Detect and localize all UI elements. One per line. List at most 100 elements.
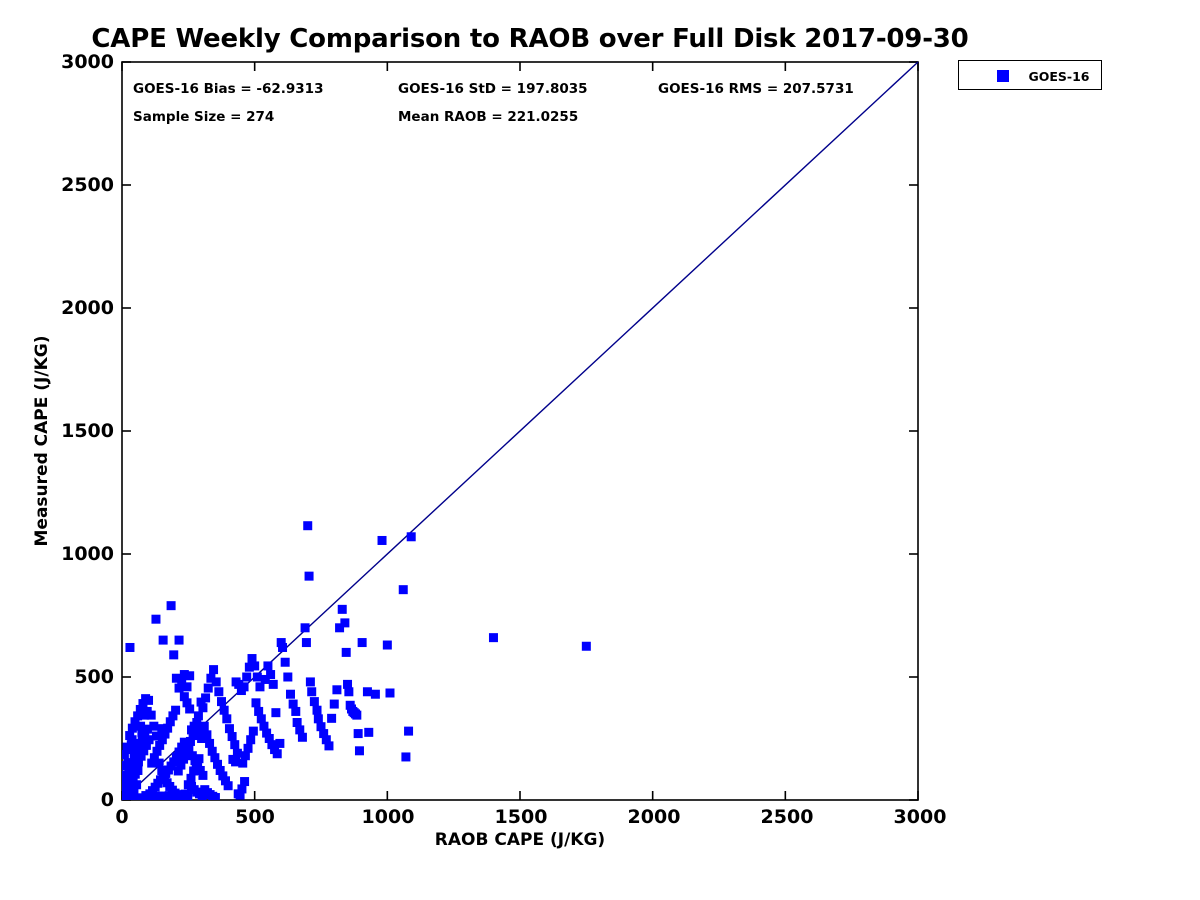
scatter-point: [210, 793, 220, 800]
scatter-point: [169, 757, 179, 767]
scatter-point: [316, 722, 326, 732]
legend-label-goes16: GOES-16: [1028, 69, 1090, 84]
scatter-point: [183, 780, 193, 790]
scatter-point: [278, 642, 288, 652]
scatter-point: [404, 726, 414, 736]
scatter-point: [337, 604, 347, 614]
scatter-point: [183, 791, 193, 800]
legend[interactable]: GOES-16: [958, 60, 1102, 90]
stat-sample-size: Sample Size = 274: [133, 109, 275, 125]
y-axis-label: Measured CAPE (J/KG): [32, 335, 52, 547]
scatter-point: [370, 689, 380, 699]
scatter-point: [268, 679, 278, 689]
scatter-point: [210, 753, 220, 763]
scatter-point: [201, 693, 211, 703]
scatter-point: [174, 747, 184, 757]
scatter-point: [193, 711, 203, 721]
scatter-point: [248, 726, 258, 736]
scatter-point: [139, 746, 149, 756]
scatter-point: [171, 673, 181, 683]
scatter-point: [357, 638, 367, 648]
scatter-point: [179, 670, 189, 680]
scatter-point: [136, 721, 146, 731]
scatter-point: [581, 641, 591, 651]
scatter-point: [144, 735, 154, 745]
scatter-point: [124, 764, 134, 774]
scatter-point: [291, 706, 301, 716]
scatter-point: [149, 753, 159, 763]
scatter-point: [319, 729, 329, 739]
scatter-point: [122, 761, 128, 771]
scatter-point: [207, 746, 217, 756]
scatter-point: [179, 692, 189, 702]
scatter-point: [133, 757, 143, 767]
scatter-point: [130, 717, 140, 727]
scatter-point: [406, 532, 416, 542]
scatter-point: [223, 781, 233, 791]
scatter-point: [197, 791, 207, 800]
scatter-point: [187, 751, 197, 761]
x-tick-3000: 3000: [893, 806, 947, 828]
scatter-point: [165, 717, 175, 727]
scatter-point: [213, 759, 223, 769]
scatter-point: [198, 703, 208, 713]
scatter-point: [266, 670, 276, 680]
scatter-point: [276, 638, 286, 648]
scatter-point: [230, 740, 240, 750]
scatter-point: [244, 662, 254, 672]
scatter-point: [344, 687, 354, 697]
x-tick-0: 0: [115, 806, 129, 828]
scatter-point: [335, 623, 345, 633]
scatter-point: [205, 738, 215, 748]
scatter-point: [171, 752, 181, 762]
scatter-point: [259, 721, 269, 731]
scatter-point: [202, 730, 212, 740]
scatter-point: [313, 714, 323, 724]
scatter-point: [136, 751, 146, 761]
scatter-point: [382, 640, 392, 650]
scatter-point: [122, 749, 129, 759]
scatter-point: [189, 766, 199, 776]
scatter-point: [177, 742, 187, 752]
scatter-point: [138, 699, 148, 709]
scatter-point: [217, 697, 226, 707]
scatter-point: [271, 708, 281, 718]
stat-std: GOES-16 StD = 197.8035: [398, 81, 588, 97]
scatter-point: [140, 729, 150, 739]
scatter-point: [127, 723, 137, 733]
scatter-point: [218, 771, 228, 781]
scatter-point: [125, 642, 135, 652]
scatter-point: [243, 743, 253, 753]
scatter-point: [176, 760, 186, 770]
scatter-point: [188, 731, 198, 741]
scatter-point: [151, 614, 161, 624]
scatter-point: [196, 697, 206, 707]
scatter-point: [301, 638, 311, 648]
scatter-point: [275, 738, 285, 748]
scatter-point: [122, 770, 131, 780]
scatter-point: [252, 672, 262, 682]
scatter-point: [173, 766, 183, 776]
scatter-point: [214, 687, 224, 697]
scatter-point: [305, 677, 315, 687]
scatter-point: [122, 776, 129, 786]
scatter-point: [332, 685, 342, 695]
scatter-point: [186, 773, 196, 783]
scatter-point: [303, 521, 313, 531]
scatter-point: [309, 697, 319, 707]
scatter-point: [353, 729, 363, 739]
scatter-point: [262, 728, 272, 738]
scatter-point: [224, 724, 234, 734]
scatter-point: [185, 736, 195, 746]
scatter-point: [181, 748, 191, 758]
scatter-point: [251, 698, 261, 708]
scatter-point: [256, 714, 266, 724]
scatter-point: [135, 704, 145, 714]
scatter-point: [163, 723, 173, 733]
x-axis-label: RAOB CAPE (J/KG): [434, 830, 606, 850]
y-tick-labels: 3000 2500 2000 1500 1000 500 0: [0, 0, 114, 900]
scatter-point: [240, 751, 250, 761]
scatter-point: [239, 682, 249, 692]
